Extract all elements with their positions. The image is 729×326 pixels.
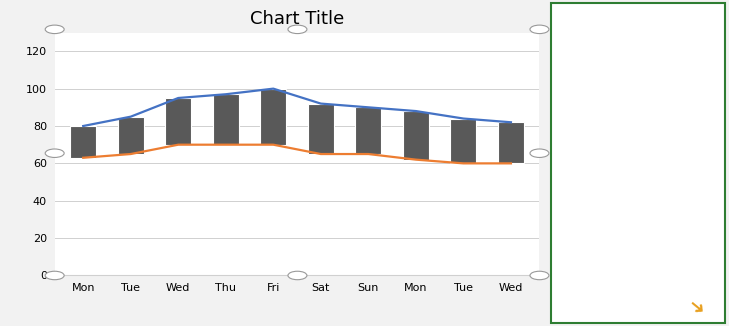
Title: Chart Title: Chart Title xyxy=(250,10,344,28)
Text: ➜: ➜ xyxy=(684,296,709,320)
FancyBboxPatch shape xyxy=(601,76,615,94)
Bar xyxy=(308,104,334,154)
FancyBboxPatch shape xyxy=(601,104,615,122)
Text: ⊽: ⊽ xyxy=(570,99,579,111)
Text: 🖌: 🖌 xyxy=(571,59,578,69)
Text: Up/Down Bars: Up/Down Bars xyxy=(624,304,695,314)
FancyBboxPatch shape xyxy=(601,244,615,262)
Text: ✓: ✓ xyxy=(604,53,612,62)
Bar xyxy=(70,126,96,158)
Bar xyxy=(403,111,429,160)
FancyBboxPatch shape xyxy=(601,188,615,206)
Text: Chart Elements: Chart Elements xyxy=(604,18,700,28)
Bar xyxy=(213,94,239,145)
FancyBboxPatch shape xyxy=(601,160,615,178)
Text: Legend: Legend xyxy=(624,248,661,258)
FancyBboxPatch shape xyxy=(601,300,615,318)
Text: ▶: ▶ xyxy=(712,165,717,173)
Text: ▶: ▶ xyxy=(712,276,717,285)
Text: ✓: ✓ xyxy=(604,248,612,257)
FancyBboxPatch shape xyxy=(601,48,615,66)
Bar xyxy=(451,119,477,163)
Text: ▶: ▶ xyxy=(712,53,717,62)
FancyBboxPatch shape xyxy=(601,272,615,290)
Text: ▶: ▶ xyxy=(712,137,717,145)
Text: Axes: Axes xyxy=(624,52,648,62)
Text: ▶: ▶ xyxy=(712,109,717,118)
Bar xyxy=(165,98,191,145)
Text: ✓: ✓ xyxy=(604,220,612,230)
Text: ✓: ✓ xyxy=(604,304,612,313)
Text: Gridlines: Gridlines xyxy=(624,220,669,230)
Text: ▶: ▶ xyxy=(712,81,717,90)
FancyBboxPatch shape xyxy=(601,132,615,150)
Text: ▶: ▶ xyxy=(712,192,717,201)
FancyBboxPatch shape xyxy=(601,216,615,234)
Text: ▶: ▶ xyxy=(712,220,717,230)
Bar xyxy=(498,122,524,163)
Bar xyxy=(355,107,381,154)
Text: +: + xyxy=(566,14,582,33)
Bar xyxy=(260,89,286,145)
Text: ▶: ▶ xyxy=(712,248,717,257)
Text: Data Table: Data Table xyxy=(624,164,677,174)
Text: Trendline: Trendline xyxy=(624,276,670,286)
Text: Data Labels: Data Labels xyxy=(624,136,684,146)
Text: Error Bars: Error Bars xyxy=(624,192,674,202)
Text: ✓: ✓ xyxy=(604,109,612,118)
Text: Chart Title: Chart Title xyxy=(624,108,677,118)
Text: ▶: ▶ xyxy=(712,304,717,313)
Bar xyxy=(117,117,144,154)
Text: Axis Titles: Axis Titles xyxy=(624,80,675,90)
